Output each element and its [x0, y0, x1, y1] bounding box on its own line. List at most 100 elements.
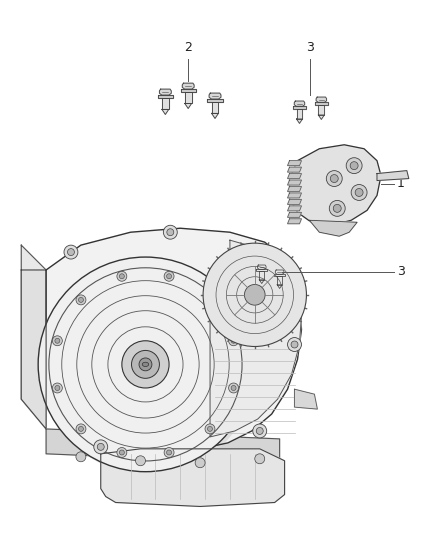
Polygon shape: [318, 115, 324, 119]
Text: 2: 2: [184, 42, 192, 54]
Circle shape: [229, 336, 239, 346]
Polygon shape: [46, 228, 301, 451]
Circle shape: [41, 260, 256, 475]
Circle shape: [288, 337, 301, 351]
Circle shape: [55, 385, 60, 391]
Circle shape: [164, 271, 174, 281]
Polygon shape: [288, 167, 301, 172]
Circle shape: [166, 450, 172, 455]
Polygon shape: [277, 276, 282, 285]
Circle shape: [333, 204, 341, 212]
Polygon shape: [212, 102, 219, 114]
Circle shape: [255, 454, 265, 464]
Polygon shape: [21, 245, 46, 429]
Polygon shape: [288, 174, 301, 179]
Circle shape: [195, 458, 205, 468]
Polygon shape: [46, 429, 279, 464]
Circle shape: [120, 450, 124, 455]
Circle shape: [256, 427, 263, 434]
Circle shape: [67, 248, 74, 255]
Circle shape: [326, 171, 342, 187]
Circle shape: [76, 424, 86, 434]
Polygon shape: [288, 212, 301, 217]
Polygon shape: [314, 102, 328, 104]
Polygon shape: [209, 93, 221, 99]
Circle shape: [244, 285, 265, 305]
Text: 3: 3: [397, 265, 405, 278]
Polygon shape: [180, 89, 196, 92]
Circle shape: [76, 452, 86, 462]
Polygon shape: [185, 103, 191, 109]
Circle shape: [55, 338, 60, 343]
Circle shape: [350, 161, 358, 169]
Polygon shape: [288, 180, 301, 185]
Circle shape: [205, 424, 215, 434]
Circle shape: [38, 257, 253, 472]
Polygon shape: [309, 220, 357, 236]
Polygon shape: [294, 389, 318, 409]
Circle shape: [166, 274, 172, 279]
Polygon shape: [256, 269, 267, 271]
Circle shape: [329, 200, 345, 216]
Circle shape: [117, 271, 127, 281]
Circle shape: [266, 252, 273, 259]
Circle shape: [117, 448, 127, 457]
Circle shape: [205, 295, 215, 305]
Circle shape: [131, 350, 159, 378]
Polygon shape: [185, 92, 191, 103]
Circle shape: [139, 358, 152, 371]
Polygon shape: [288, 199, 301, 204]
Text: 3: 3: [307, 42, 314, 54]
Circle shape: [253, 424, 267, 438]
Polygon shape: [294, 101, 305, 106]
Polygon shape: [277, 285, 282, 288]
Circle shape: [291, 341, 298, 348]
Circle shape: [167, 229, 174, 236]
Polygon shape: [377, 171, 409, 181]
Polygon shape: [297, 109, 303, 119]
Circle shape: [208, 297, 212, 302]
Polygon shape: [274, 274, 285, 276]
Polygon shape: [208, 99, 223, 102]
Circle shape: [231, 385, 236, 391]
Circle shape: [351, 184, 367, 200]
Ellipse shape: [142, 362, 148, 367]
Polygon shape: [162, 98, 169, 109]
Polygon shape: [210, 240, 301, 437]
Polygon shape: [290, 145, 381, 225]
Polygon shape: [276, 270, 284, 274]
Circle shape: [53, 336, 62, 346]
Polygon shape: [318, 104, 324, 115]
Circle shape: [94, 440, 108, 454]
Text: 1: 1: [397, 177, 405, 190]
Circle shape: [135, 456, 145, 466]
Circle shape: [330, 175, 338, 182]
Circle shape: [76, 295, 86, 305]
Polygon shape: [162, 109, 169, 115]
Circle shape: [231, 338, 236, 343]
Circle shape: [355, 189, 363, 197]
Polygon shape: [297, 119, 303, 124]
Circle shape: [208, 426, 212, 431]
Circle shape: [53, 383, 62, 393]
Polygon shape: [182, 83, 194, 89]
Polygon shape: [288, 206, 301, 211]
Circle shape: [229, 383, 239, 393]
Polygon shape: [101, 449, 285, 506]
Circle shape: [64, 245, 78, 259]
Polygon shape: [288, 219, 301, 224]
Circle shape: [163, 225, 177, 239]
Circle shape: [263, 248, 277, 262]
Polygon shape: [258, 265, 266, 269]
Polygon shape: [288, 160, 301, 166]
Polygon shape: [316, 97, 327, 102]
Circle shape: [164, 448, 174, 457]
Polygon shape: [159, 89, 171, 95]
Polygon shape: [288, 193, 301, 198]
Circle shape: [78, 426, 84, 431]
Circle shape: [97, 443, 104, 450]
Polygon shape: [259, 280, 264, 284]
Polygon shape: [293, 106, 306, 109]
Circle shape: [203, 243, 307, 346]
Polygon shape: [259, 271, 264, 280]
